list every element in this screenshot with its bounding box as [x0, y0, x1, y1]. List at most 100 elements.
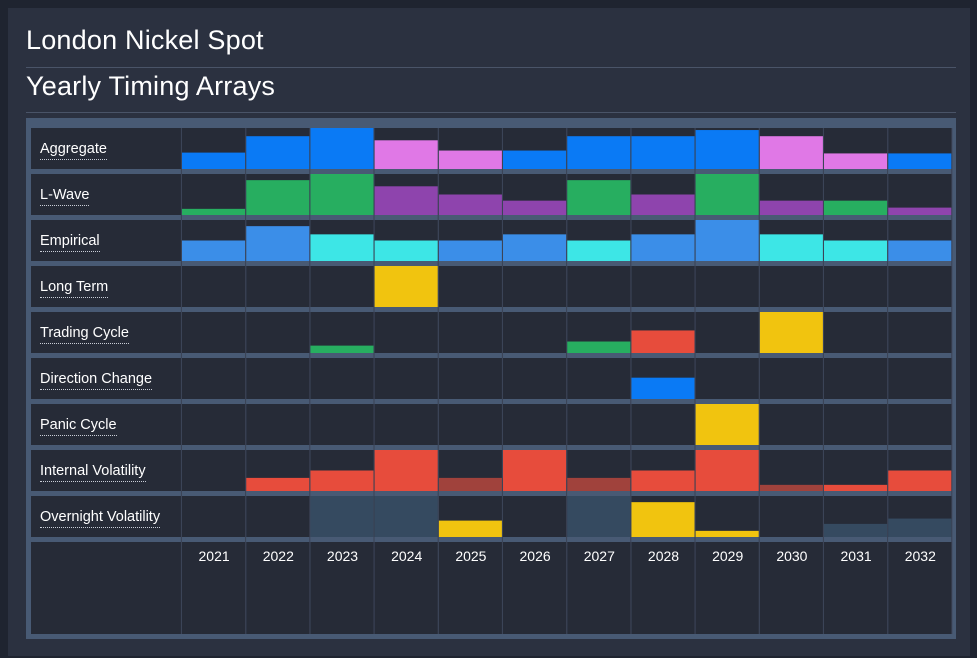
grid-cell: [503, 266, 567, 307]
bar-aggregate-2027: [567, 136, 631, 169]
x-tick-2032: 2032: [904, 548, 936, 564]
grid-cell: [182, 450, 246, 491]
row-label-cell: [31, 128, 181, 169]
row-label-direction-change[interactable]: Direction Change: [40, 369, 153, 390]
bar-empirical-2029: [695, 220, 760, 261]
row-label-cell: [31, 312, 181, 353]
axis-cell: [888, 542, 952, 634]
grid-cell: [695, 358, 760, 399]
bar-aggregate-2026: [503, 150, 567, 169]
grid-cell: [567, 266, 631, 307]
axis-cell: [567, 542, 631, 634]
grid-cell: [310, 404, 374, 445]
x-tick-2021: 2021: [198, 548, 230, 564]
row-label-internal-volatility[interactable]: Internal Volatility: [40, 461, 146, 482]
bar-empirical-2030: [759, 234, 824, 261]
grid-cell: [824, 450, 888, 491]
grid-cell: [374, 312, 439, 353]
grid-cell: [438, 312, 503, 353]
axis-cell: [824, 542, 888, 634]
bar-internal-volatility-2025: [438, 477, 503, 491]
row-label-long-term[interactable]: Long Term: [40, 277, 109, 298]
bar-internal-volatility-2024: [374, 450, 439, 491]
bar-empirical-2031: [824, 240, 888, 261]
grid-cell: [503, 496, 567, 537]
row-label-l-wave[interactable]: L-Wave: [40, 185, 90, 206]
bar-long-term-2024: [374, 266, 439, 307]
x-tick-2024: 2024: [391, 548, 423, 564]
bar-aggregate-2024: [374, 140, 439, 169]
x-tick-2025: 2025: [455, 548, 487, 564]
grid-cell: [695, 266, 760, 307]
row-label-empirical[interactable]: Empirical: [40, 231, 100, 252]
grid-cell: [631, 266, 695, 307]
bar-empirical-2021: [182, 240, 246, 261]
bar-empirical-2022: [246, 226, 310, 261]
title-divider: [26, 67, 956, 68]
x-tick-2031: 2031: [840, 548, 872, 564]
axis-cell: [310, 542, 374, 634]
x-tick-2023: 2023: [326, 548, 359, 564]
bar-overnight-volatility-2024: [374, 496, 439, 537]
grid-cell: [182, 404, 246, 445]
grid-cell: [246, 312, 310, 353]
bar-l-wave-2023: [310, 174, 374, 215]
bar-overnight-volatility-2029: [695, 530, 760, 537]
x-tick-2028: 2028: [647, 548, 680, 564]
bar-overnight-volatility-2027: [567, 496, 631, 537]
grid-cell: [888, 266, 952, 307]
axis-cell: [759, 542, 824, 634]
axis-cell: [438, 542, 503, 634]
bar-l-wave-2025: [438, 194, 503, 215]
bar-trading-cycle-2023: [310, 345, 374, 353]
page-title: London Nickel Spot: [26, 25, 264, 55]
x-tick-2027: 2027: [583, 548, 615, 564]
bar-empirical-2028: [631, 234, 695, 261]
bar-empirical-2032: [888, 240, 952, 261]
bar-l-wave-2029: [695, 174, 760, 215]
grid-cell: [246, 404, 310, 445]
bar-internal-volatility-2022: [246, 477, 310, 491]
bar-direction-change-2028: [631, 377, 695, 399]
bar-aggregate-2031: [824, 153, 888, 169]
subtitle-divider: [26, 112, 956, 113]
x-tick-2030: 2030: [776, 548, 808, 564]
grid-cell: [503, 312, 567, 353]
bar-trading-cycle-2030: [759, 312, 824, 353]
row-label-trading-cycle[interactable]: Trading Cycle: [40, 323, 129, 344]
grid-cell: [888, 312, 952, 353]
grid-cell: [374, 358, 439, 399]
bar-overnight-volatility-2031: [824, 523, 888, 537]
row-label-aggregate[interactable]: Aggregate: [40, 139, 107, 160]
bar-l-wave-2022: [246, 180, 310, 215]
axis-cell: [503, 542, 567, 634]
grid-cell: [438, 266, 503, 307]
bar-internal-volatility-2030: [759, 484, 824, 491]
grid-cell: [824, 404, 888, 445]
bar-overnight-volatility-2025: [438, 520, 503, 537]
bar-empirical-2024: [374, 240, 439, 261]
grid-cell: [759, 358, 824, 399]
grid-cell: [567, 358, 631, 399]
grid-cell: [438, 404, 503, 445]
bar-internal-volatility-2028: [631, 470, 695, 491]
grid-cell: [695, 312, 760, 353]
bar-aggregate-2028: [631, 136, 695, 169]
grid-cell: [182, 174, 246, 215]
row-label-panic-cycle[interactable]: Panic Cycle: [40, 415, 117, 436]
grid-cell: [759, 496, 824, 537]
axis-cell: [695, 542, 760, 634]
row-label-overnight-volatility[interactable]: Overnight Volatility: [40, 507, 161, 528]
bar-aggregate-2032: [888, 153, 952, 169]
grid-cell: [182, 358, 246, 399]
bar-internal-volatility-2026: [503, 450, 567, 491]
bar-aggregate-2030: [759, 136, 824, 169]
grid-cell: [503, 358, 567, 399]
bar-l-wave-2032: [888, 207, 952, 215]
bar-aggregate-2021: [182, 152, 246, 169]
bar-empirical-2025: [438, 240, 503, 261]
timing-array-grid: [31, 128, 953, 634]
grid-cell: [246, 266, 310, 307]
bar-overnight-volatility-2023: [310, 496, 374, 537]
bar-empirical-2027: [567, 240, 631, 261]
